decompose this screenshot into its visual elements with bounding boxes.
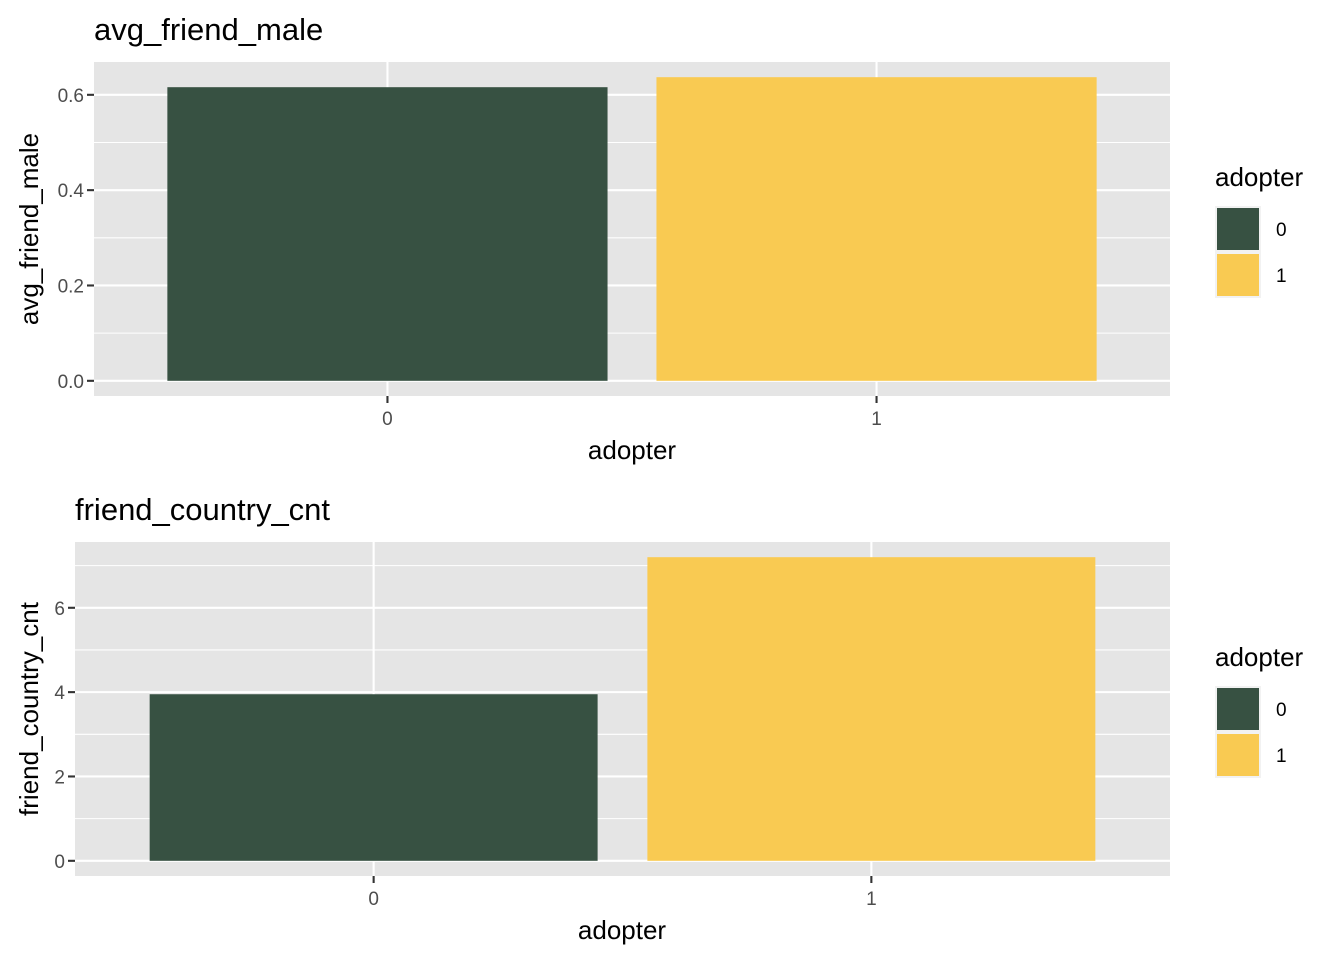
bars xyxy=(167,77,1097,381)
y-tick-label: 0.6 xyxy=(58,86,84,107)
legend-key-adopter-0 xyxy=(1217,208,1259,250)
legend: adopter 01 xyxy=(1215,162,1304,298)
y-tick-label: 4 xyxy=(54,683,65,704)
bars xyxy=(149,557,1096,861)
legend-title: adopter xyxy=(1215,642,1304,672)
y-axis: 0 2 4 6 xyxy=(54,599,75,873)
x-tick-label: 0 xyxy=(368,889,379,910)
bar-adopter-0 xyxy=(167,87,608,381)
legend-label: 1 xyxy=(1276,266,1287,287)
bar-adopter-0 xyxy=(149,694,598,861)
legend-key-adopter-1 xyxy=(1217,254,1259,296)
y-tick-label: 0 xyxy=(54,852,65,873)
y-tick-label: 0.2 xyxy=(58,276,84,297)
legend: adopter 01 xyxy=(1215,642,1304,778)
bar-adopter-1 xyxy=(656,77,1097,381)
y-axis: 0.0 0.2 0.4 0.6 xyxy=(58,86,94,393)
legend-items: 01 xyxy=(1215,206,1287,298)
legend-key-adopter-0 xyxy=(1217,688,1259,730)
x-axis-title: adopter xyxy=(578,915,667,945)
legend-items: 01 xyxy=(1215,686,1287,778)
y-tick-label: 0.0 xyxy=(58,372,84,393)
y-axis-title: avg_friend_male xyxy=(14,133,44,325)
bar-adopter-1 xyxy=(647,557,1096,861)
y-tick-label: 6 xyxy=(54,599,65,620)
chart-title: avg_friend_male xyxy=(94,12,323,47)
x-axis-title: adopter xyxy=(588,435,677,465)
x-tick-label: 0 xyxy=(382,409,393,430)
y-tick-label: 2 xyxy=(54,767,65,788)
y-tick-label: 0.4 xyxy=(58,181,85,202)
legend-label: 0 xyxy=(1276,700,1287,721)
legend-key-adopter-1 xyxy=(1217,734,1259,776)
y-axis-title: friend_country_cnt xyxy=(14,601,44,816)
legend-label: 0 xyxy=(1276,220,1287,241)
x-tick-label: 1 xyxy=(871,409,882,430)
legend-label: 1 xyxy=(1276,746,1287,767)
legend-title: adopter xyxy=(1215,162,1304,192)
chart-title: friend_country_cnt xyxy=(75,492,330,527)
x-tick-label: 1 xyxy=(866,889,877,910)
